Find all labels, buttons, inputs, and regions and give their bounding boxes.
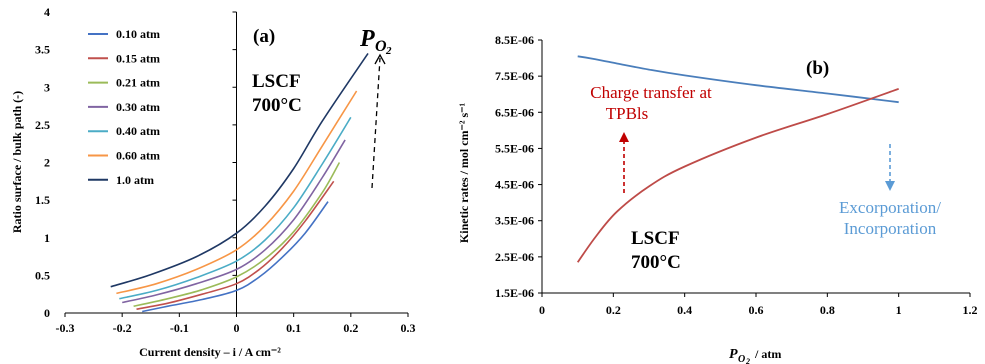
panel-a-legend-label: 0.15 atm <box>116 51 160 65</box>
panel-b-xlabel-rest: / atm <box>752 347 781 361</box>
panel-b-series-line <box>577 55 899 104</box>
charge-transfer-label-line2: TPBls <box>606 104 649 123</box>
panel-a-series-line <box>136 180 335 310</box>
panel-a-y-tick-label: 0 <box>44 306 50 320</box>
panel-a-x-tick-label: -0.1 <box>170 321 189 335</box>
panel-a-y-tick-label: 4 <box>44 5 50 19</box>
panel-a-y-tick-label: 1.5 <box>35 193 50 207</box>
panel-a-x-ticks: -0.3 -0.2 -0.1 0 0.1 0.2 0.3 <box>56 313 416 335</box>
panel-b-x-tick-label: 0.8 <box>820 303 835 317</box>
charge-transfer-arrowhead <box>619 132 629 142</box>
panel-b-y-tick-label: 3.5E-06 <box>495 214 534 228</box>
panel-a-label: (a) <box>253 26 275 47</box>
excorporation-arrowhead <box>885 181 895 191</box>
panel-a-x-tick-label: 0.2 <box>343 321 358 335</box>
panel-b-y-tick-label: 6.5E-06 <box>495 105 534 119</box>
panel-a-legend-label: 0.30 atm <box>116 100 160 114</box>
excorporation-label-line1: Excorporation/ <box>839 198 941 217</box>
panel-a-legend: 0.10 atm 0.15 atm 0.21 atm 0.30 atm 0.40 atm… <box>88 27 160 187</box>
panel-a-series-line <box>110 52 369 288</box>
panel-a-series-line <box>119 116 352 300</box>
panel-a-x-tick-label: -0.3 <box>56 321 75 335</box>
panel-a-po2-arrow-label: P O 2 <box>359 26 392 57</box>
panel-a-series-line <box>142 201 329 313</box>
panel-b-x-tick-label: 1 <box>896 303 902 317</box>
panel-b-y-tick-label: 1.5E-06 <box>495 286 534 300</box>
panel-b-series-line <box>576 87 899 263</box>
panel-a-chart: -0.3 -0.2 -0.1 0 0.1 0.2 0.3 0 0.5 1 1.5 2 2.5 3 3.5 4… <box>10 5 416 359</box>
panel-a-y-tick-label: 2 <box>44 156 50 170</box>
panel-b-temperature-label: 700°C <box>631 252 681 273</box>
panel-b-y-tick-label: 7.5E-06 <box>495 69 534 83</box>
panel-a-temperature-label: 700°C <box>252 95 302 116</box>
panel-a-x-tick-label: 0.3 <box>401 321 416 335</box>
panel-a-x-tick-label: -0.2 <box>113 321 132 335</box>
charge-transfer-label-line1: Charge transfer at <box>590 83 712 102</box>
panel-b-xlabel-2: 2 <box>745 357 750 364</box>
panel-b-x-tick-label: 0.6 <box>749 303 764 317</box>
panel-b-material-label: LSCF <box>631 228 680 249</box>
panel-a-y-tick-label: 0.5 <box>35 268 50 282</box>
panel-b-x-tick-label: 0 <box>539 303 545 317</box>
panel-a-po2-p: P <box>359 26 375 52</box>
panel-b-y-tick-label: 8.5E-06 <box>495 33 534 47</box>
panel-b-y-tick-label: 5.5E-06 <box>495 141 534 155</box>
panel-a-series-line <box>133 162 341 307</box>
panel-a-x-tick-label: 0 <box>234 321 240 335</box>
panel-b-series-group <box>576 55 899 263</box>
panel-a-series-line <box>122 139 346 304</box>
panel-b-label: (b) <box>806 58 829 79</box>
panel-a-legend-label: 0.21 atm <box>116 76 160 90</box>
panel-b-x-tick-label: 0.4 <box>677 303 692 317</box>
panel-b-x-tick-label: 0.2 <box>606 303 621 317</box>
panel-a-x-tick-label: 0.1 <box>286 321 301 335</box>
panel-a-y-tick-label: 1 <box>44 231 50 245</box>
panel-b-xlabel-o: O <box>738 354 745 364</box>
panel-b-y-ticks: 1.5E-06 2.5E-06 3.5E-06 4.5E-06 5.5E-06 6.5E-… <box>495 33 542 300</box>
panel-b-xlabel-p: P <box>729 347 738 362</box>
panel-b-x-tick-label: 1.2 <box>963 303 978 317</box>
panel-b-x-axis-title: P O 2 / atm <box>729 347 781 364</box>
panel-a-po2-o: O <box>375 38 387 55</box>
panel-b-y-axis-title: Kinetic rates / mol cm⁻² s⁻¹ <box>457 103 471 244</box>
panel-a-po2-2: 2 <box>385 45 392 57</box>
panel-a-material-label: LSCF <box>252 71 301 92</box>
panel-a-y-tick-label: 3 <box>44 80 50 94</box>
panel-a-y-tick-label: 3.5 <box>35 43 50 57</box>
panel-a-series-line <box>116 90 358 295</box>
panel-a-po2-arrow <box>371 57 381 189</box>
panel-a-y-tick-label: 2.5 <box>35 118 50 132</box>
panel-a-legend-label: 1.0 atm <box>116 173 154 187</box>
panel-a-series-group <box>110 52 369 313</box>
panel-b-y-tick-label: 4.5E-06 <box>495 178 534 192</box>
panel-a-legend-label: 0.10 atm <box>116 27 160 41</box>
panel-a-x-axis-title: Current density – i / A cm⁻² <box>139 345 281 359</box>
excorporation-label-line2: Incorporation <box>844 219 937 238</box>
panel-b-y-tick-label: 2.5E-06 <box>495 250 534 264</box>
panel-a-y-ticks: 0 0.5 1 1.5 2 2.5 3 3.5 4 <box>35 5 237 320</box>
panel-a-po2-arrowhead <box>374 53 386 65</box>
panel-a-legend-label: 0.60 atm <box>116 149 160 163</box>
panel-b-x-ticks: 0 0.2 0.4 0.6 0.8 1 1.2 <box>539 293 978 317</box>
panel-a-y-axis-title: Ratio surface / bulk path (-) <box>10 91 24 233</box>
panel-b-chart: 0 0.2 0.4 0.6 0.8 1 1.2 1.5E-06 2.5E-06 3.5E-06 4… <box>457 33 978 364</box>
panel-a-legend-label: 0.40 atm <box>116 124 160 138</box>
